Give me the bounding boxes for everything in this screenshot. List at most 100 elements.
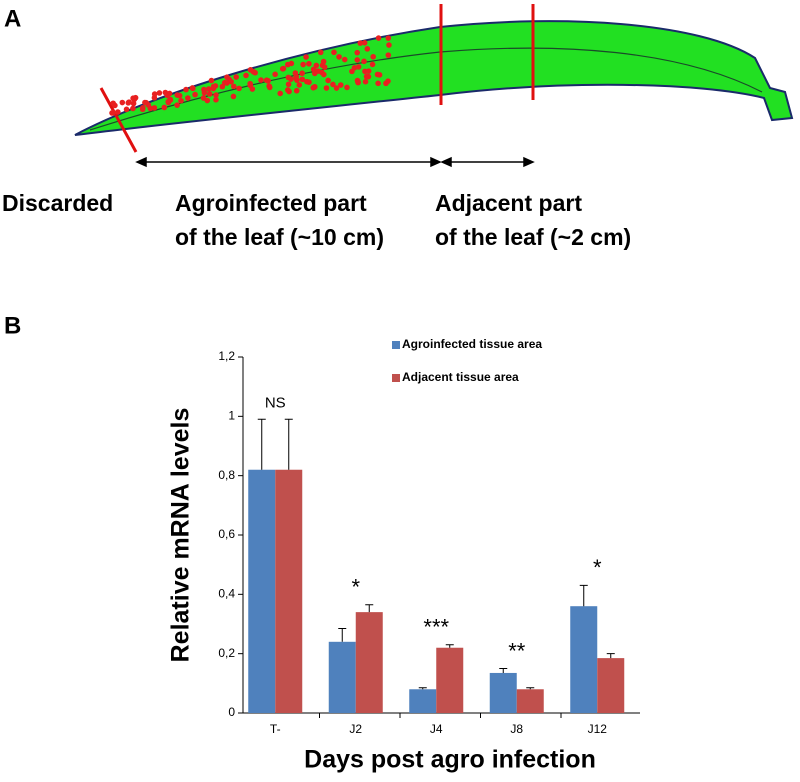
infection-dot — [162, 89, 169, 96]
infection-dot — [306, 79, 312, 86]
legend-label: Adjacent tissue area — [402, 370, 519, 384]
infection-dot — [166, 90, 173, 97]
infection-dot — [362, 78, 369, 85]
bar — [248, 469, 276, 713]
infection-dot — [224, 80, 230, 86]
infection-dot — [130, 105, 136, 112]
infection-dot — [210, 85, 217, 92]
infection-dot — [208, 77, 215, 84]
infection-dot — [192, 91, 198, 98]
infection-dot — [110, 100, 116, 107]
bar — [570, 606, 598, 713]
x-tick-label: J8 — [510, 722, 523, 736]
infection-dot — [362, 68, 368, 75]
infection-dot — [321, 71, 327, 78]
error-bar — [284, 418, 293, 470]
infection-dot — [294, 77, 300, 83]
diagram-label: Agroinfected part — [175, 190, 367, 216]
infection-dot — [288, 60, 295, 67]
diagram-label: Discarded — [2, 190, 113, 216]
significance-label: NS — [265, 394, 286, 411]
infection-dot — [110, 109, 116, 116]
infection-dot — [333, 85, 340, 91]
infection-dot — [354, 49, 361, 56]
infection-dot — [213, 92, 219, 98]
infection-dot — [292, 70, 299, 76]
legend-swatch — [392, 374, 400, 382]
leaf-diagram — [74, 4, 794, 168]
infection-dot — [383, 80, 389, 87]
infection-dot — [285, 81, 292, 88]
diagram-label: of the leaf (~2 cm) — [435, 224, 631, 250]
infection-dot — [213, 96, 219, 103]
legend-label: Agroinfected tissue area — [402, 337, 542, 351]
panel-label: B — [4, 312, 21, 339]
infection-dot — [132, 94, 139, 101]
infection-dot — [344, 84, 350, 91]
infection-dot — [354, 77, 361, 84]
infection-dot — [319, 62, 326, 69]
leaf-shape — [74, 20, 794, 136]
infection-dot — [272, 71, 278, 78]
y-tick-label: 0,8 — [218, 468, 235, 482]
infection-dot — [369, 61, 376, 68]
infection-dot — [263, 77, 270, 83]
infection-dot — [331, 49, 337, 56]
infection-dot — [219, 83, 226, 90]
infection-dot — [336, 54, 342, 60]
x-tick-label: J2 — [349, 722, 362, 736]
infection-dot — [119, 99, 126, 106]
error-bar — [579, 584, 588, 607]
bar — [516, 689, 544, 713]
infection-dot — [247, 80, 253, 87]
infection-dot — [330, 81, 336, 88]
infection-dot — [293, 87, 300, 94]
y-tick-label: 0 — [228, 705, 235, 719]
bar — [275, 469, 303, 713]
infection-dot — [206, 91, 213, 97]
error-bar — [338, 627, 347, 642]
x-axis-label: Days post agro infection — [304, 746, 596, 774]
bar — [328, 641, 356, 713]
infection-dot — [190, 85, 196, 92]
infection-dot — [167, 97, 174, 103]
infection-dot — [317, 49, 324, 56]
infection-dot — [357, 40, 364, 46]
infection-dot — [313, 62, 320, 69]
y-tick-label: 0,2 — [218, 646, 235, 660]
infection-dot — [126, 99, 132, 105]
infection-dot — [183, 86, 189, 93]
bar — [409, 689, 437, 713]
infection-dot — [201, 86, 207, 93]
x-tick-label: J4 — [430, 722, 443, 736]
infection-dot — [303, 54, 309, 60]
significance-label: *** — [423, 615, 449, 640]
infection-dot — [123, 106, 130, 113]
infection-dot — [258, 77, 264, 83]
infection-dot — [236, 85, 242, 92]
infection-dot — [243, 72, 249, 79]
bar — [355, 612, 383, 713]
x-tick-label: T- — [270, 722, 281, 736]
panel-label: A — [4, 5, 21, 32]
diagram-labels: Discarded Agroinfected part of the leaf … — [2, 190, 631, 250]
infection-dot — [205, 86, 212, 92]
infection-dot — [230, 93, 237, 100]
infection-dot — [361, 40, 368, 46]
infection-dot — [285, 87, 291, 93]
infection-dot — [299, 76, 306, 83]
infection-dot — [250, 69, 257, 75]
infection-dot — [178, 97, 184, 104]
y-axis-label: Relative mRNA levels — [167, 408, 195, 663]
infection-dot — [375, 35, 382, 41]
error-bar — [526, 687, 535, 690]
infection-dot — [370, 53, 377, 60]
infection-dot — [351, 65, 358, 71]
y-tick-label: 0,6 — [218, 527, 235, 541]
infection-dot — [364, 46, 371, 52]
infection-dot — [161, 104, 168, 111]
infection-dot — [375, 80, 381, 87]
infection-dot — [156, 90, 163, 96]
infection-dot — [354, 57, 361, 63]
